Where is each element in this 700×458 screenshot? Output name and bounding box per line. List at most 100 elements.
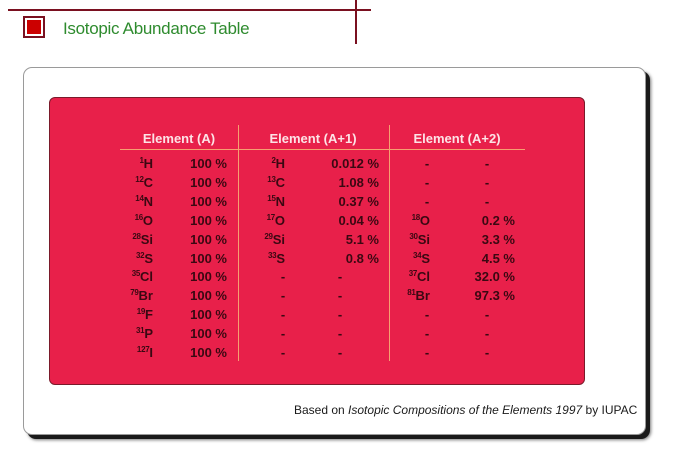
isotope-symbol: H — [143, 156, 153, 171]
footnote-source-title: Isotopic Compositions of the Elements 19… — [348, 403, 583, 417]
isotope-symbol: N — [143, 194, 153, 209]
abundance-a2: - — [484, 307, 490, 322]
abundance-a: 100 % — [190, 307, 227, 322]
abundance-a1: 0.04 % — [338, 213, 379, 228]
isotope-a: 19F — [93, 307, 153, 323]
abundance-a: 100 % — [190, 156, 227, 171]
isotope-a: 1H — [93, 156, 153, 172]
abundance-a1: - — [337, 269, 343, 284]
abundance-a2: - — [484, 345, 490, 360]
isotope-a2: - — [407, 175, 447, 191]
isotope-symbol: Cl — [417, 269, 430, 284]
isotope-symbol: O — [274, 213, 285, 228]
isotope-a: 31P — [93, 326, 153, 342]
mass-number: 13 — [267, 175, 276, 184]
isotope-a1: 13C — [225, 175, 285, 191]
abundance-a: 100 % — [190, 251, 227, 266]
abundance-a: 100 % — [190, 269, 227, 284]
mass-number: 31 — [136, 326, 145, 335]
abundance-a1: 5.1 % — [345, 232, 379, 247]
abundance-a: 100 % — [190, 213, 227, 228]
abundance-a1: - — [337, 345, 343, 360]
isotope-a1: - — [263, 307, 303, 323]
isotope-symbol: I — [149, 345, 153, 360]
isotope-symbol: - — [280, 326, 286, 341]
abundance-a2: - — [484, 326, 490, 341]
isotope-symbol: S — [421, 251, 430, 266]
isotope-a: 12C — [93, 175, 153, 191]
isotope-a2: - — [407, 307, 447, 323]
abundance-a2: 3.3 % — [481, 232, 515, 247]
isotope-symbol: F — [145, 307, 153, 322]
isotope-a: 32S — [93, 251, 153, 267]
mass-number: 14 — [135, 194, 144, 203]
isotope-symbol: Si — [417, 232, 430, 247]
isotope-a2: 30Si — [370, 232, 430, 248]
isotope-a1: 29Si — [225, 232, 285, 248]
abundance-a1: 0.012 % — [331, 156, 379, 171]
isotope-a: 127I — [93, 345, 153, 361]
isotope-symbol: C — [143, 175, 153, 190]
abundance-a: 100 % — [190, 232, 227, 247]
isotope-symbol: - — [424, 194, 430, 209]
source-footnote: Based on Isotopic Compositions of the El… — [294, 403, 637, 417]
mass-number: 1 — [139, 156, 144, 165]
isotope-symbol: H — [275, 156, 285, 171]
isotope-a2: - — [407, 345, 447, 361]
isotope-a1: 33S — [225, 251, 285, 267]
mass-number: 16 — [134, 213, 144, 222]
isotope-a1: - — [263, 269, 303, 285]
abundance-a: 100 % — [190, 345, 227, 360]
abundance-a1: - — [337, 288, 343, 303]
mass-number: 17 — [266, 213, 276, 222]
abundance-a2: 32.0 % — [474, 269, 515, 284]
isotope-symbol: Si — [272, 232, 285, 247]
mass-number: 12 — [135, 175, 144, 184]
mass-number: 30 — [409, 232, 418, 241]
group-header-a: Element (A) — [142, 131, 216, 146]
header-vertical-rule — [355, 0, 357, 44]
isotope-a2: - — [407, 326, 447, 342]
footnote-suffix: by IUPAC — [582, 403, 638, 417]
group-header-a1: Element (A+1) — [269, 131, 357, 146]
isotope-a2: - — [407, 194, 447, 210]
mass-number: 37 — [408, 269, 418, 278]
isotope-a1: 2H — [225, 156, 285, 172]
isotope-a: 79Br — [93, 288, 153, 304]
header-horizontal-rule — [8, 9, 371, 11]
isotope-symbol: S — [276, 251, 285, 266]
mass-number: 19 — [136, 307, 146, 316]
abundance-a1: - — [337, 307, 343, 322]
isotope-a2: 18O — [370, 213, 430, 229]
mass-number: 35 — [131, 269, 141, 278]
isotope-symbol: - — [424, 156, 430, 171]
mass-number: 81 — [407, 288, 416, 297]
isotope-symbol: Br — [138, 288, 153, 303]
isotope-symbol: C — [275, 175, 285, 190]
mass-number: 32 — [136, 251, 145, 260]
isotope-symbol: - — [424, 175, 430, 190]
isotope-symbol: - — [280, 307, 286, 322]
abundance-a2: 97.3 % — [474, 288, 515, 303]
isotope-symbol: - — [424, 345, 430, 360]
mass-number: 29 — [264, 232, 273, 241]
isotope-symbol: P — [144, 326, 153, 341]
isotope-a1: - — [263, 345, 303, 361]
abundance-a: 100 % — [190, 175, 227, 190]
red-square-icon — [23, 16, 45, 38]
isotope-a: 28Si — [93, 232, 153, 248]
mass-number: 34 — [413, 251, 422, 260]
isotope-symbol: - — [424, 307, 430, 322]
abundance-a1: 0.8 % — [345, 251, 379, 266]
abundance-a: 100 % — [190, 288, 227, 303]
isotope-a: 16O — [93, 213, 153, 229]
abundance-a: 100 % — [190, 194, 227, 209]
isotope-symbol: - — [280, 345, 286, 360]
isotope-symbol: S — [144, 251, 153, 266]
abundance-a2: - — [484, 194, 490, 209]
mass-number: 33 — [268, 251, 277, 260]
group-header-a2: Element (A+2) — [413, 131, 501, 146]
isotope-symbol: Si — [140, 232, 153, 247]
isotope-symbol: - — [280, 269, 286, 284]
header-divider — [120, 149, 525, 150]
